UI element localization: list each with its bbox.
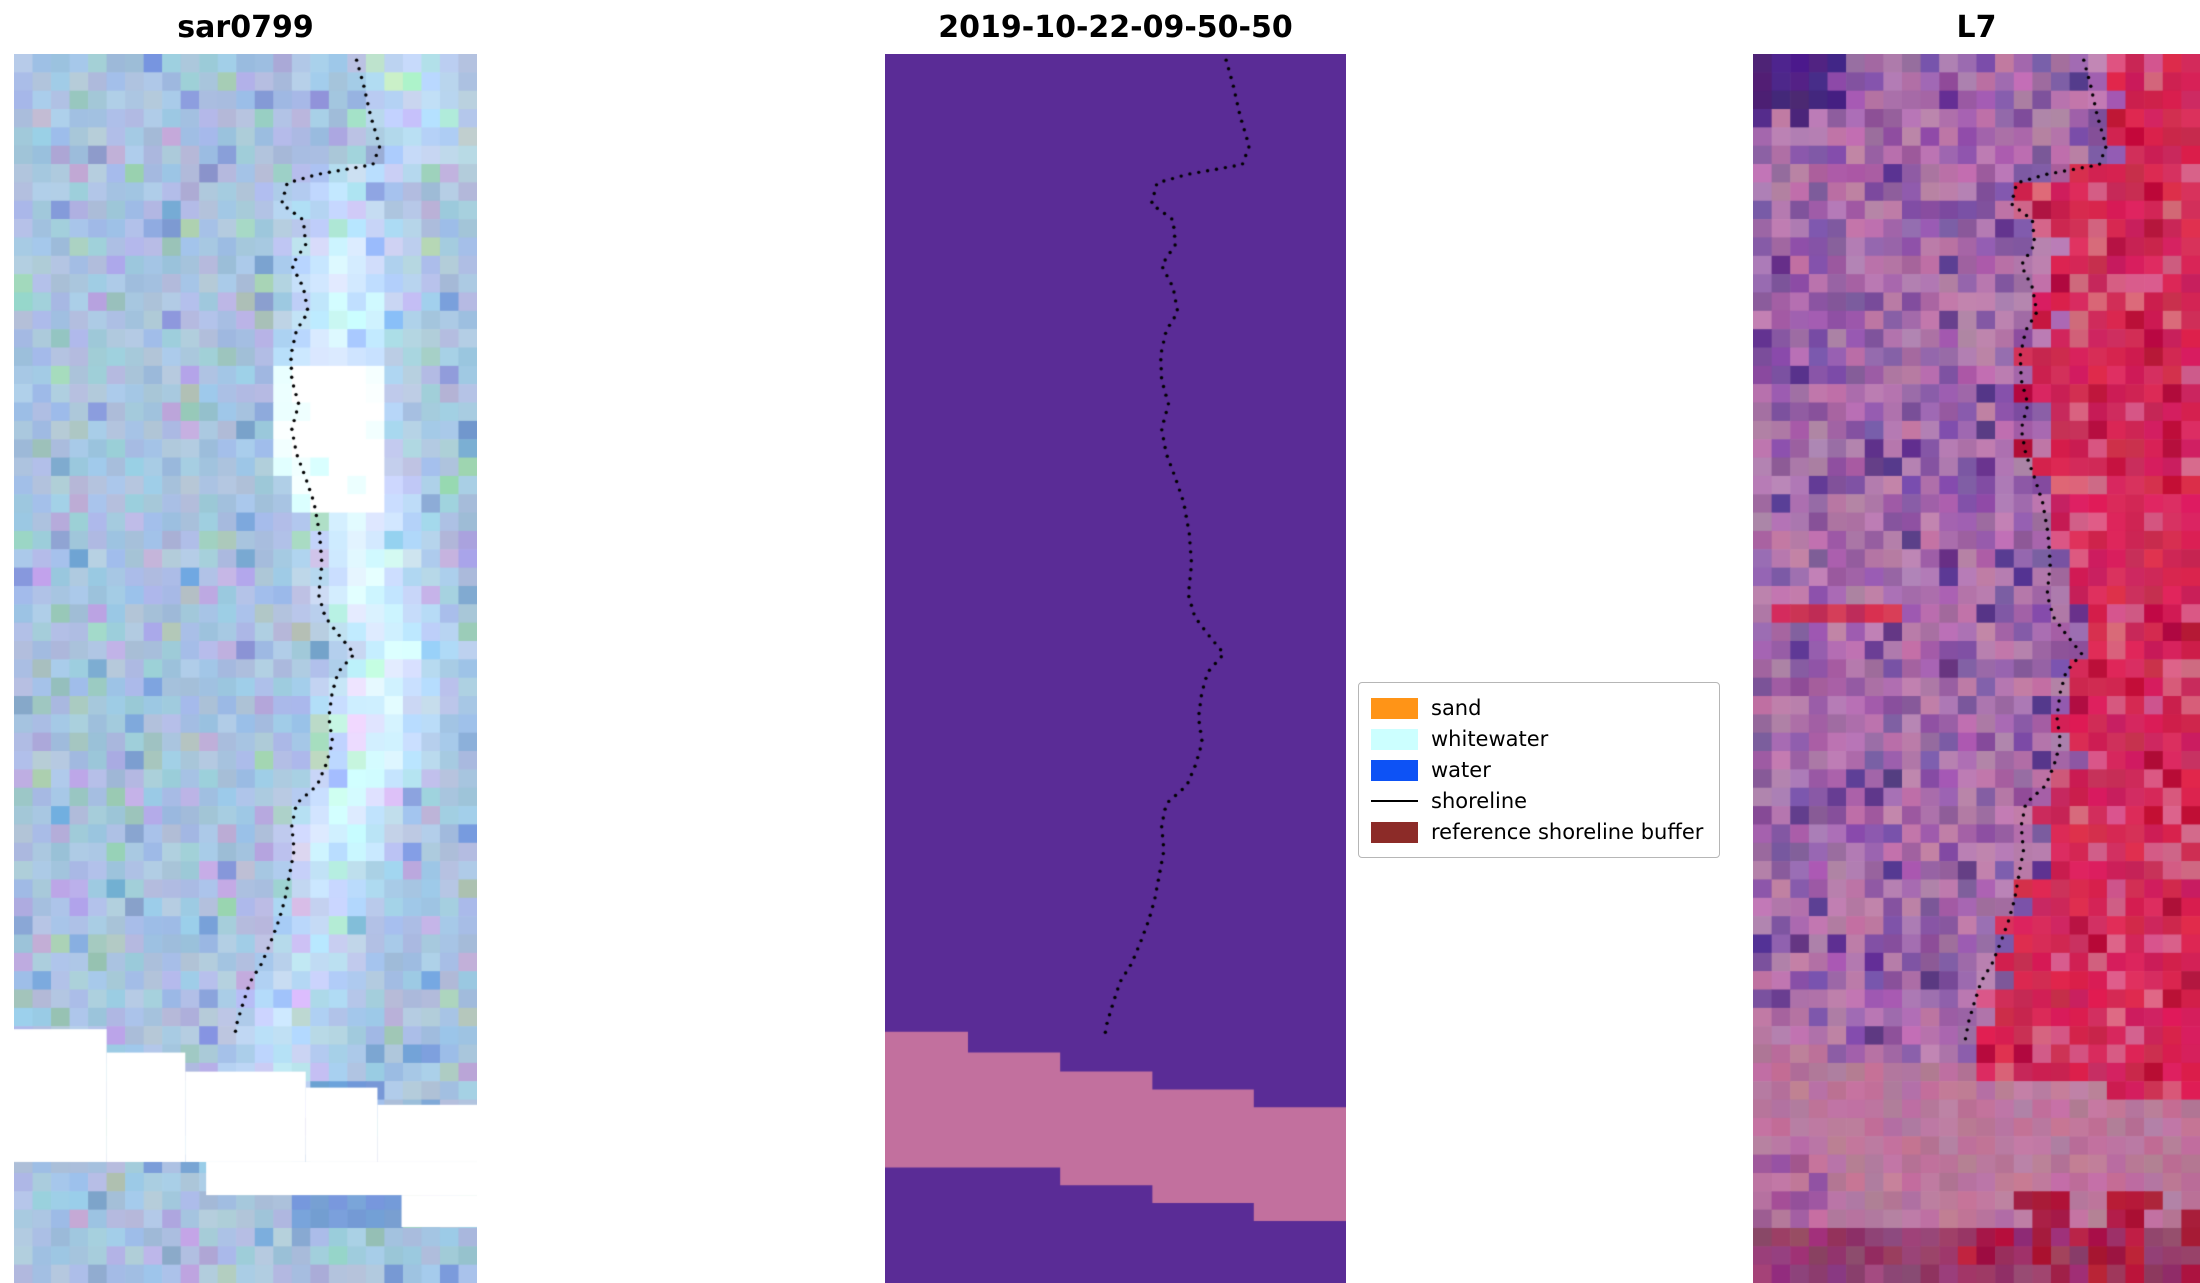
legend-item-reference-shoreline-buffer: reference shoreline buffer <box>1371 817 1703 847</box>
legend-label: shoreline <box>1431 789 1528 813</box>
legend-label: water <box>1431 758 1491 782</box>
l7-image-canvas <box>1753 54 2200 1283</box>
legend-color-swatch <box>1371 759 1418 781</box>
legend-color-swatch <box>1371 821 1418 843</box>
legend-label: sand <box>1431 696 1482 720</box>
classification-image-canvas <box>885 54 1346 1283</box>
legend-label: reference shoreline buffer <box>1431 820 1704 844</box>
legend-item-whitewater: whitewater <box>1371 724 1703 754</box>
panel-l7-image <box>1753 54 2200 1283</box>
legend: sand whitewater water shoreline reference sh… <box>1358 682 1721 858</box>
panel-classification-image <box>885 54 1346 1283</box>
sar-image-canvas <box>14 54 477 1283</box>
legend-item-water: water <box>1371 755 1703 785</box>
panel-title-classification: 2019-10-22-09-50-50 <box>938 10 1293 45</box>
shoreline-line-sample <box>1371 799 1418 803</box>
legend-item-shoreline: shoreline <box>1371 786 1703 816</box>
legend-color-swatch <box>1371 697 1418 719</box>
legend-color-swatch <box>1371 728 1418 750</box>
panel-title-sar: sar0799 <box>177 10 314 45</box>
legend-item-sand: sand <box>1371 693 1703 723</box>
panel-title-l7: L7 <box>1956 10 1997 45</box>
panel-sar-image <box>14 54 477 1283</box>
legend-line-swatch <box>1371 791 1418 812</box>
legend-label: whitewater <box>1431 727 1549 751</box>
